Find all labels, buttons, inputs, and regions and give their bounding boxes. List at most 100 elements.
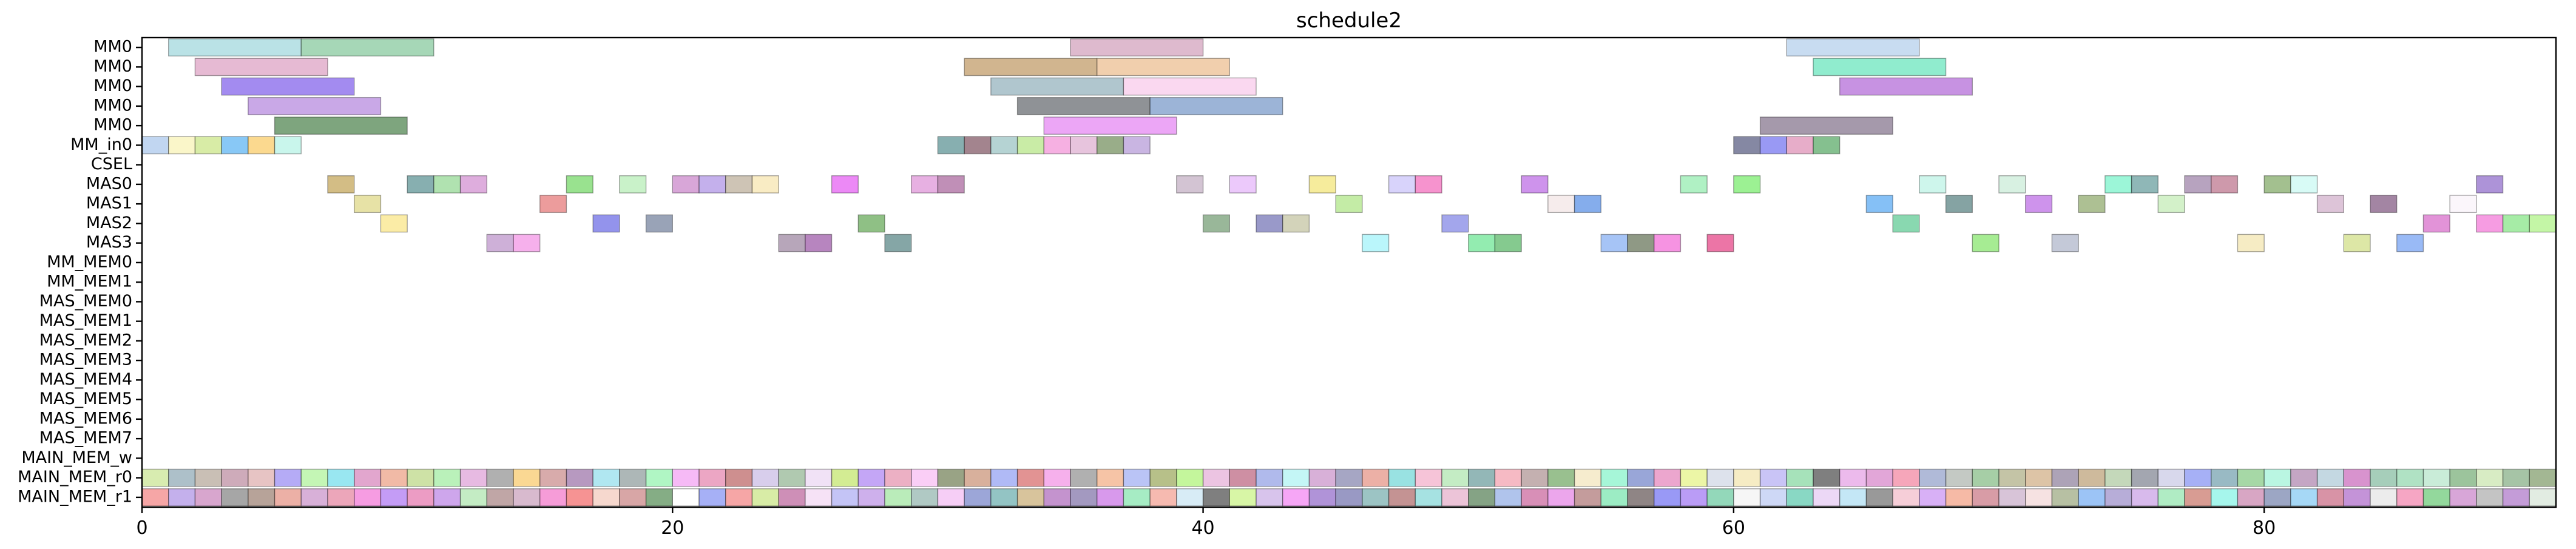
memory-bar-row23-90 <box>2529 488 2557 507</box>
memory-bar-row22-16 <box>566 468 593 487</box>
memory-bar-row23-64 <box>1839 488 1867 507</box>
memory-bar-row22-60 <box>1733 468 1761 487</box>
x-tick-label-0: 0 <box>136 517 147 539</box>
memory-bar-row22-51 <box>1494 468 1522 487</box>
task-bar-96 <box>884 234 912 252</box>
task-bar-62 <box>2211 175 2239 194</box>
memory-bar-row23-57 <box>1654 488 1682 507</box>
y-tick-label-1: MM0 <box>93 57 132 76</box>
memory-bar-row23-29 <box>911 488 939 507</box>
y-tick-label-14: MAS_MEM1 <box>39 311 132 330</box>
x-tick-label-3: 60 <box>1722 517 1745 539</box>
memory-bar-row22-49 <box>1441 468 1469 487</box>
memory-bar-row23-54 <box>1574 488 1601 507</box>
task-bar-97 <box>1362 234 1390 252</box>
memory-bar-row22-47 <box>1388 468 1416 487</box>
memory-bar-row22-39 <box>1176 468 1204 487</box>
y-tick-label-20: MAS_MEM7 <box>39 429 132 448</box>
task-bar-102 <box>1654 234 1682 252</box>
memory-bar-row23-10 <box>407 488 434 507</box>
memory-bar-row22-31 <box>964 468 992 487</box>
memory-bar-row23-42 <box>1256 488 1283 507</box>
memory-bar-row23-39 <box>1176 488 1204 507</box>
memory-bar-row22-20 <box>672 468 700 487</box>
task-bar-28 <box>1043 136 1071 155</box>
task-bar-23 <box>274 136 302 155</box>
memory-bar-row23-52 <box>1521 488 1549 507</box>
memory-bar-row23-20 <box>672 488 700 507</box>
chart-title: schedule2 <box>1296 8 1402 33</box>
task-bar-80 <box>592 214 620 233</box>
y-tick-label-5: MM_in0 <box>70 135 132 154</box>
memory-bar-row23-36 <box>1097 488 1124 507</box>
task-bar-92 <box>486 234 514 252</box>
task-bar-71 <box>1865 195 1893 214</box>
task-bar-45 <box>751 175 779 194</box>
task-bar-33 <box>1759 136 1787 155</box>
memory-bar-row22-40 <box>1202 468 1230 487</box>
memory-bar-row22-64 <box>1839 468 1867 487</box>
memory-bar-row23-86 <box>2422 488 2450 507</box>
x-tick-label-1: 20 <box>661 517 684 539</box>
memory-bar-row23-72 <box>2051 488 2079 507</box>
memory-bar-row23-88 <box>2476 488 2504 507</box>
memory-bar-row22-37 <box>1123 468 1151 487</box>
task-bar-63 <box>2263 175 2291 194</box>
memory-bar-row22-35 <box>1070 468 1098 487</box>
memory-bar-row22-0 <box>141 468 169 487</box>
memory-bar-row23-26 <box>831 488 859 507</box>
memory-bar-row22-67 <box>1919 468 1947 487</box>
memory-bar-row23-28 <box>884 488 912 507</box>
memory-bar-row22-62 <box>1786 468 1814 487</box>
memory-bar-row23-50 <box>1468 488 1496 507</box>
task-bar-8 <box>221 77 355 96</box>
memory-bar-row22-84 <box>2370 468 2398 487</box>
memory-bar-row23-19 <box>645 488 673 507</box>
memory-bar-row23-59 <box>1706 488 1734 507</box>
memory-bar-row23-16 <box>566 488 593 507</box>
memory-bar-row22-9 <box>380 468 408 487</box>
memory-bar-row22-12 <box>459 468 487 487</box>
task-bar-77 <box>2370 195 2398 214</box>
task-bar-86 <box>1441 214 1469 233</box>
y-tick-label-15: MAS_MEM2 <box>39 331 132 349</box>
memory-bar-row22-48 <box>1415 468 1442 487</box>
task-bar-82 <box>857 214 885 233</box>
y-tick-label-4: MM0 <box>93 116 132 135</box>
task-bar-72 <box>1945 195 1973 214</box>
task-bar-103 <box>1706 234 1734 252</box>
task-bar-40 <box>566 175 593 194</box>
task-bar-39 <box>459 175 487 194</box>
memory-bar-row23-4 <box>248 488 276 507</box>
memory-bar-row23-79 <box>2237 488 2265 507</box>
memory-bar-row23-7 <box>327 488 355 507</box>
memory-bar-row22-1 <box>168 468 196 487</box>
task-bar-37 <box>407 175 434 194</box>
task-bars <box>141 38 2557 507</box>
task-bar-83 <box>1202 214 1230 233</box>
memory-bar-row23-87 <box>2449 488 2477 507</box>
memory-bar-row22-57 <box>1654 468 1682 487</box>
memory-bar-row23-73 <box>2078 488 2106 507</box>
memory-bar-row22-41 <box>1229 468 1257 487</box>
memory-bar-row22-65 <box>1865 468 1893 487</box>
memory-bar-row23-6 <box>300 488 328 507</box>
task-bar-75 <box>2157 195 2185 214</box>
task-bar-89 <box>2476 214 2504 233</box>
memory-bar-row23-78 <box>2211 488 2239 507</box>
task-bar-10 <box>1123 77 1257 96</box>
task-bar-44 <box>725 175 753 194</box>
task-bar-7 <box>1813 58 1947 76</box>
task-bar-64 <box>2290 175 2318 194</box>
memory-bar-row22-30 <box>937 468 965 487</box>
memory-bar-row22-61 <box>1759 468 1787 487</box>
memory-bar-row22-18 <box>619 468 647 487</box>
memory-bar-row23-67 <box>1919 488 1947 507</box>
task-bar-69 <box>1547 195 1575 214</box>
task-bar-12 <box>248 96 382 115</box>
memory-bar-row23-48 <box>1415 488 1442 507</box>
memory-bar-row22-13 <box>486 468 514 487</box>
x-tick-label-4: 80 <box>2253 517 2276 539</box>
task-bar-47 <box>911 175 939 194</box>
